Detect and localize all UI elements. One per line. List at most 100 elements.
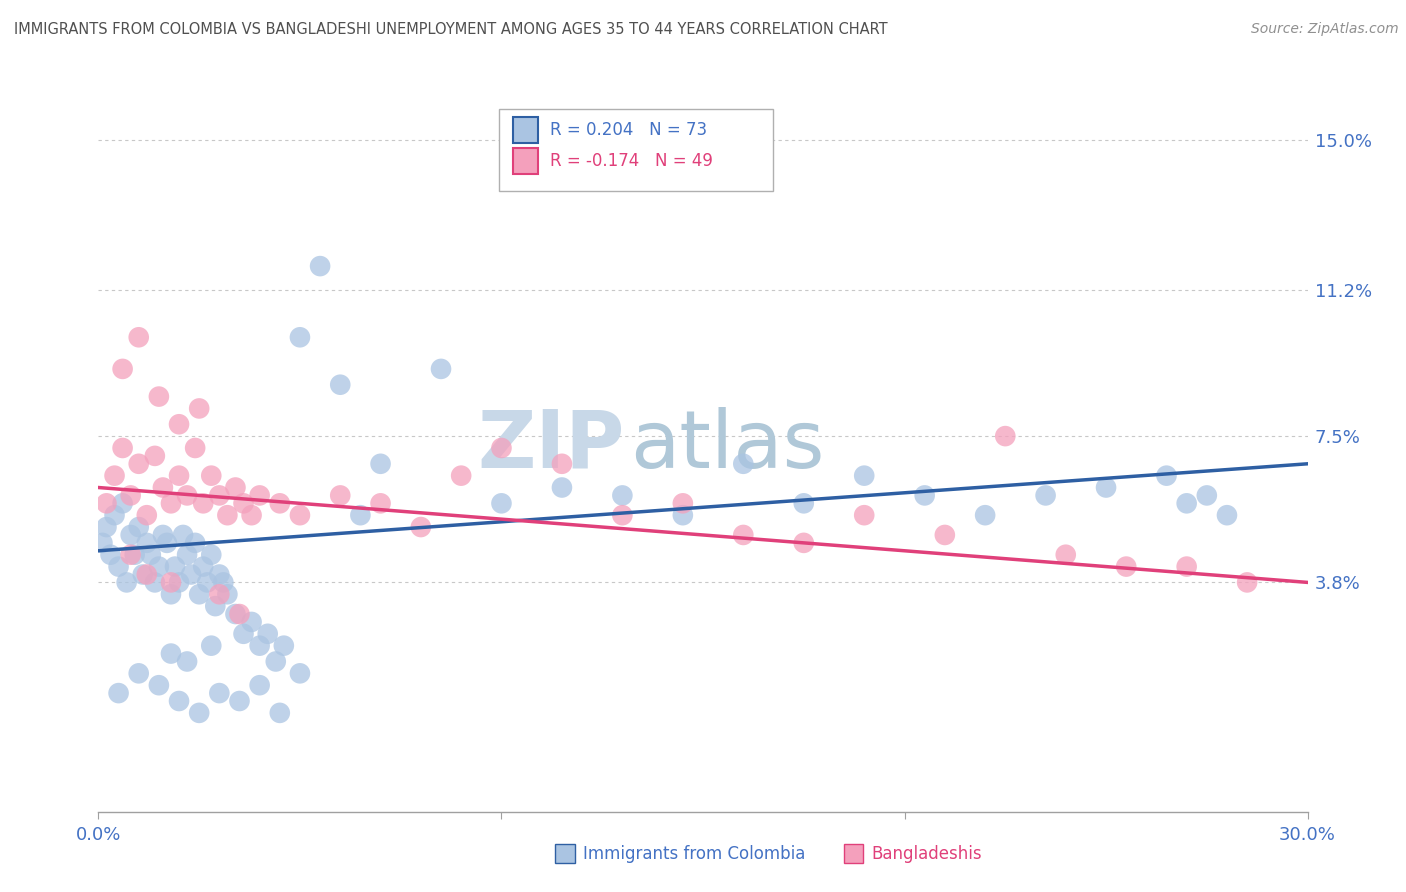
Point xyxy=(135,567,157,582)
Point xyxy=(349,508,371,523)
Text: Immigrants from Colombia: Immigrants from Colombia xyxy=(583,845,806,863)
Point xyxy=(914,488,936,502)
Point xyxy=(217,508,239,523)
Point xyxy=(160,647,183,661)
Point xyxy=(249,488,271,502)
Point xyxy=(160,587,183,601)
Point xyxy=(167,694,190,708)
Text: Source: ZipAtlas.com: Source: ZipAtlas.com xyxy=(1251,22,1399,37)
Point xyxy=(184,441,207,455)
Point xyxy=(208,686,231,700)
Point xyxy=(195,575,218,590)
Point xyxy=(111,496,134,510)
Point xyxy=(188,587,211,601)
Point xyxy=(1095,481,1118,495)
Point xyxy=(224,607,246,621)
Text: ZIP: ZIP xyxy=(477,407,624,485)
Point xyxy=(107,559,129,574)
Point xyxy=(135,536,157,550)
Point xyxy=(180,567,202,582)
Point xyxy=(96,496,118,510)
Point xyxy=(450,468,472,483)
Point xyxy=(551,457,574,471)
Point xyxy=(184,536,207,550)
Point xyxy=(167,468,190,483)
Point xyxy=(1035,488,1057,502)
Point xyxy=(269,706,291,720)
Point xyxy=(120,528,142,542)
Point xyxy=(152,528,174,542)
Point xyxy=(249,639,271,653)
Point xyxy=(111,441,134,455)
Point xyxy=(91,536,114,550)
Point xyxy=(240,615,263,629)
Point xyxy=(152,481,174,495)
Point xyxy=(176,655,198,669)
Point xyxy=(120,548,142,562)
Point xyxy=(100,548,122,562)
Point xyxy=(132,567,155,582)
Point xyxy=(240,508,263,523)
Point xyxy=(288,508,311,523)
Point xyxy=(329,377,352,392)
Point xyxy=(228,607,250,621)
Point xyxy=(232,496,254,510)
Point xyxy=(115,575,138,590)
Point xyxy=(124,548,146,562)
Point xyxy=(200,548,222,562)
Point xyxy=(672,508,695,523)
Point xyxy=(135,508,157,523)
Point xyxy=(172,528,194,542)
Point xyxy=(120,488,142,502)
Point xyxy=(1156,468,1178,483)
Point xyxy=(167,575,190,590)
Point xyxy=(128,666,150,681)
Point xyxy=(224,481,246,495)
Point xyxy=(228,694,250,708)
Point xyxy=(273,639,295,653)
Point xyxy=(793,536,815,550)
Point xyxy=(1195,488,1218,502)
Point xyxy=(128,520,150,534)
Point xyxy=(208,567,231,582)
Point xyxy=(160,496,183,510)
Point xyxy=(269,496,291,510)
Point xyxy=(288,666,311,681)
Point xyxy=(309,259,332,273)
Point xyxy=(288,330,311,344)
Point xyxy=(200,639,222,653)
Point xyxy=(1236,575,1258,590)
Point xyxy=(217,587,239,601)
Point xyxy=(853,508,876,523)
Text: IMMIGRANTS FROM COLOMBIA VS BANGLADESHI UNEMPLOYMENT AMONG AGES 35 TO 44 YEARS C: IMMIGRANTS FROM COLOMBIA VS BANGLADESHI … xyxy=(14,22,887,37)
Point xyxy=(491,496,513,510)
Point xyxy=(200,468,222,483)
Point xyxy=(612,508,634,523)
Point xyxy=(256,627,278,641)
Text: R = -0.174   N = 49: R = -0.174 N = 49 xyxy=(550,153,713,170)
Point xyxy=(167,417,190,432)
Point xyxy=(409,520,432,534)
Point xyxy=(176,488,198,502)
Point xyxy=(232,627,254,641)
Point xyxy=(148,559,170,574)
Point xyxy=(160,575,183,590)
Text: atlas: atlas xyxy=(630,407,825,485)
Point xyxy=(934,528,956,542)
Point xyxy=(208,488,231,502)
Point xyxy=(176,548,198,562)
Point xyxy=(491,441,513,455)
Point xyxy=(430,362,453,376)
Point xyxy=(188,401,211,416)
Point xyxy=(148,390,170,404)
Point xyxy=(163,559,186,574)
Point xyxy=(208,587,231,601)
Text: Bangladeshis: Bangladeshis xyxy=(872,845,983,863)
Point xyxy=(188,706,211,720)
Point xyxy=(148,678,170,692)
Point xyxy=(193,496,215,510)
Point xyxy=(733,528,755,542)
Point xyxy=(193,559,215,574)
Point xyxy=(1175,559,1198,574)
Point xyxy=(103,468,125,483)
